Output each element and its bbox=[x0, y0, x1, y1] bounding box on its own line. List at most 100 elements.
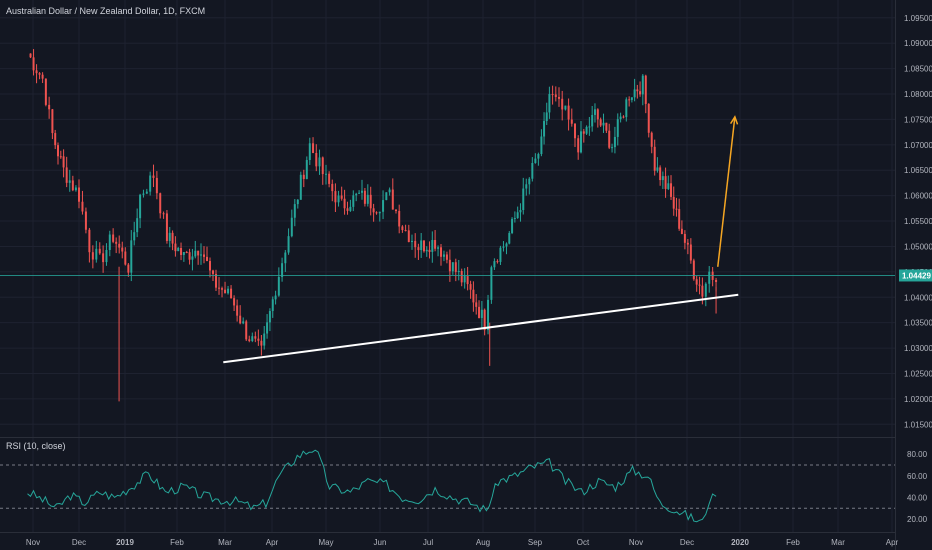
candle-body bbox=[525, 184, 528, 189]
candle-body bbox=[659, 167, 662, 181]
candle-body bbox=[149, 175, 152, 192]
candle-body bbox=[369, 194, 372, 209]
candle-body bbox=[678, 209, 681, 229]
candle-body bbox=[236, 305, 239, 316]
candle-body bbox=[115, 241, 118, 244]
candle-body bbox=[218, 287, 221, 289]
candle-body bbox=[118, 243, 121, 248]
candle-body bbox=[582, 131, 585, 134]
price-axis-tick-label: 1.04000 bbox=[904, 293, 932, 302]
x-axis-tick-label: 2020 bbox=[731, 538, 749, 547]
candle-body bbox=[698, 284, 701, 286]
candle-body bbox=[88, 229, 91, 253]
candle-body bbox=[414, 240, 417, 248]
candle-body bbox=[343, 198, 346, 209]
candle-body bbox=[165, 213, 168, 241]
candle-body bbox=[168, 232, 171, 241]
candle-body bbox=[155, 177, 158, 194]
candle-body bbox=[670, 183, 673, 197]
candle-body bbox=[124, 251, 127, 265]
candle-body bbox=[425, 249, 428, 252]
candle-body bbox=[121, 247, 124, 252]
x-axis-tick-label: 2019 bbox=[116, 538, 134, 547]
candle-body bbox=[574, 123, 576, 139]
candle-body bbox=[391, 189, 394, 210]
candle-body bbox=[653, 146, 656, 171]
candle-body bbox=[466, 276, 469, 285]
candle-body bbox=[599, 119, 602, 126]
candle-body bbox=[385, 192, 388, 201]
rsi-line bbox=[27, 449, 717, 523]
candle-body bbox=[105, 249, 108, 263]
candle-body bbox=[54, 133, 57, 146]
candle-body bbox=[239, 315, 242, 324]
candle-body bbox=[672, 196, 675, 209]
candle-body bbox=[683, 233, 686, 243]
candle-body bbox=[675, 208, 678, 210]
candle-body bbox=[407, 230, 410, 243]
x-axis-tick-label: Jun bbox=[374, 538, 387, 547]
candle-body bbox=[490, 267, 493, 300]
candle-body bbox=[174, 243, 177, 252]
candle-body bbox=[305, 160, 308, 179]
candle-body bbox=[112, 234, 115, 242]
candle-body bbox=[398, 210, 401, 227]
x-axis-tick-label: Sep bbox=[528, 538, 543, 547]
candle-body bbox=[513, 217, 516, 219]
candle-body bbox=[108, 234, 111, 250]
candle-body bbox=[440, 247, 443, 257]
candle-body bbox=[472, 289, 475, 303]
candle-body bbox=[62, 156, 65, 168]
x-axis-tick-label: Mar bbox=[831, 538, 845, 547]
price-axis-tick-label: 1.05000 bbox=[904, 242, 932, 251]
candle-body bbox=[616, 119, 619, 137]
candle-body bbox=[358, 192, 361, 194]
candle-body bbox=[534, 158, 537, 163]
candle-body bbox=[519, 210, 522, 213]
candle-body bbox=[315, 152, 318, 167]
candle-body bbox=[277, 277, 280, 296]
candle-body bbox=[233, 298, 236, 306]
candle-body bbox=[57, 145, 59, 157]
candle-body bbox=[508, 233, 511, 244]
candle-body bbox=[287, 236, 290, 253]
candle-body bbox=[558, 97, 560, 99]
support-trendline bbox=[223, 293, 739, 364]
candle-body bbox=[142, 193, 145, 195]
candle-body bbox=[271, 299, 274, 312]
candle-body bbox=[188, 252, 191, 260]
candle-body bbox=[502, 246, 505, 248]
candle-body bbox=[628, 99, 631, 101]
candle-body bbox=[480, 309, 483, 318]
candle-body bbox=[230, 288, 233, 299]
candle-body bbox=[695, 279, 698, 285]
candle-body bbox=[242, 321, 245, 324]
candle-body bbox=[331, 183, 334, 192]
candle-body bbox=[268, 311, 271, 323]
candle-body bbox=[308, 143, 311, 161]
candle-body bbox=[483, 309, 486, 331]
candle-body bbox=[531, 162, 534, 179]
candle-body bbox=[528, 178, 531, 185]
candle-body bbox=[469, 284, 472, 290]
x-axis-tick-label: Dec bbox=[680, 538, 694, 547]
candle-body bbox=[395, 209, 397, 211]
candle-body bbox=[215, 273, 218, 288]
candle-body bbox=[605, 122, 608, 131]
chart-title: Australian Dollar / New Zealand Dollar, … bbox=[6, 6, 206, 16]
x-axis-tick-label: May bbox=[318, 538, 333, 547]
candle-body bbox=[212, 270, 214, 274]
candle-body bbox=[579, 131, 582, 153]
rsi-indicator-label[interactable]: RSI (10, close) bbox=[6, 441, 66, 451]
candle-body bbox=[496, 261, 499, 263]
candle-body bbox=[388, 189, 391, 193]
candle-body bbox=[554, 94, 557, 98]
candle-body bbox=[564, 105, 567, 110]
price-axis-tick-label: 1.03000 bbox=[904, 344, 932, 353]
candle-body bbox=[260, 340, 263, 346]
candle-body bbox=[664, 176, 667, 189]
candle-body bbox=[299, 174, 302, 200]
candle-body bbox=[487, 299, 490, 331]
candle-body bbox=[375, 212, 378, 214]
